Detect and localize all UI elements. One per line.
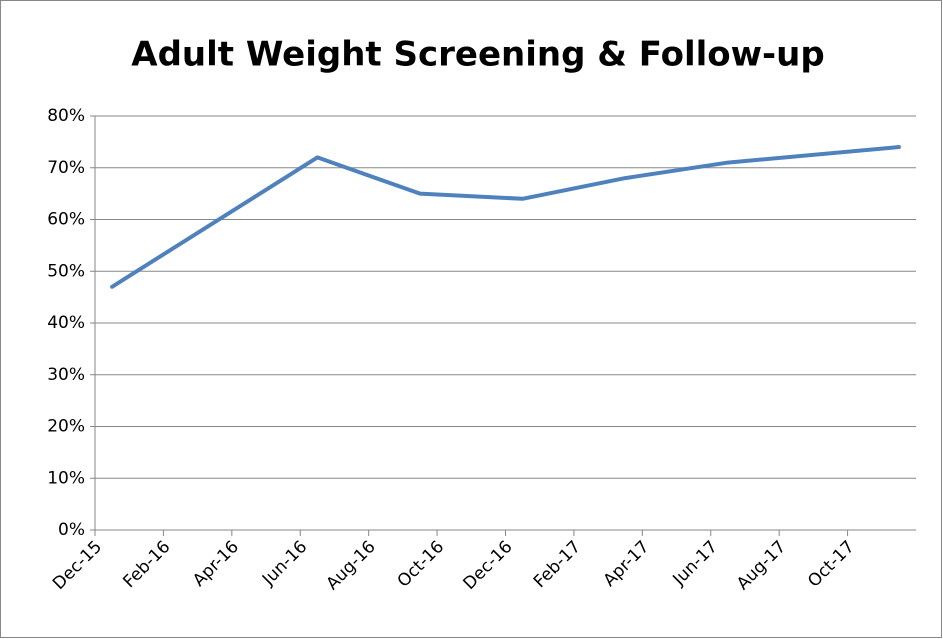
y-tick-label: 0% [58, 520, 85, 540]
y-tick-label: 40% [47, 313, 85, 333]
y-tick-label: 10% [47, 468, 85, 488]
y-tick-label: 20% [47, 417, 85, 437]
y-tick-label: 70% [47, 158, 85, 178]
y-tick-label: 30% [47, 365, 85, 385]
y-tick-label: 60% [47, 210, 85, 230]
y-tick-label: 50% [47, 261, 85, 281]
y-tick-label: 80% [47, 106, 85, 126]
chart-title: Adult Weight Screening & Follow-up [131, 35, 824, 75]
data-line [110, 145, 901, 289]
